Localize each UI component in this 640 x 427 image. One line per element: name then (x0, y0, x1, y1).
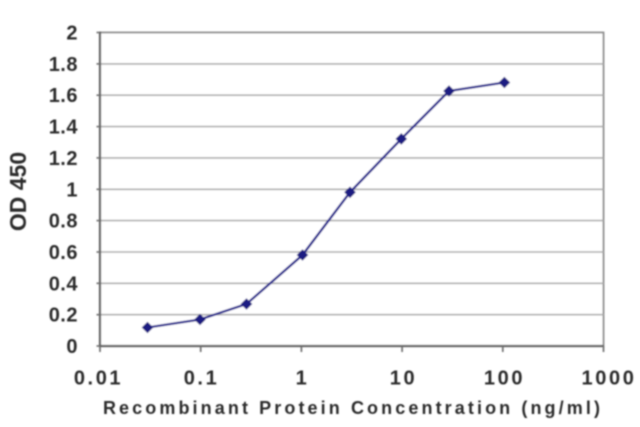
svg-text:1: 1 (66, 179, 78, 201)
svg-text:0.4: 0.4 (49, 273, 79, 295)
svg-text:1.8: 1.8 (49, 54, 78, 76)
svg-text:1.2: 1.2 (49, 148, 78, 170)
svg-text:0.2: 0.2 (49, 305, 78, 327)
svg-text:1000: 1000 (582, 368, 637, 390)
svg-text:0.01: 0.01 (74, 368, 123, 390)
svg-text:Recombinant Protein Concentrat: Recombinant Protein Concentration (ng/ml… (103, 398, 603, 418)
svg-text:1.4: 1.4 (49, 117, 79, 139)
svg-text:0.6: 0.6 (49, 242, 78, 264)
svg-text:0.1: 0.1 (184, 368, 220, 390)
svg-text:100: 100 (484, 368, 525, 390)
svg-text:0.8: 0.8 (49, 211, 78, 233)
svg-text:0: 0 (66, 336, 78, 358)
svg-text:2: 2 (66, 23, 78, 45)
svg-text:OD 450: OD 450 (5, 152, 31, 231)
svg-text:1: 1 (296, 368, 310, 390)
svg-text:10: 10 (390, 368, 417, 390)
svg-text:1.6: 1.6 (49, 85, 78, 107)
